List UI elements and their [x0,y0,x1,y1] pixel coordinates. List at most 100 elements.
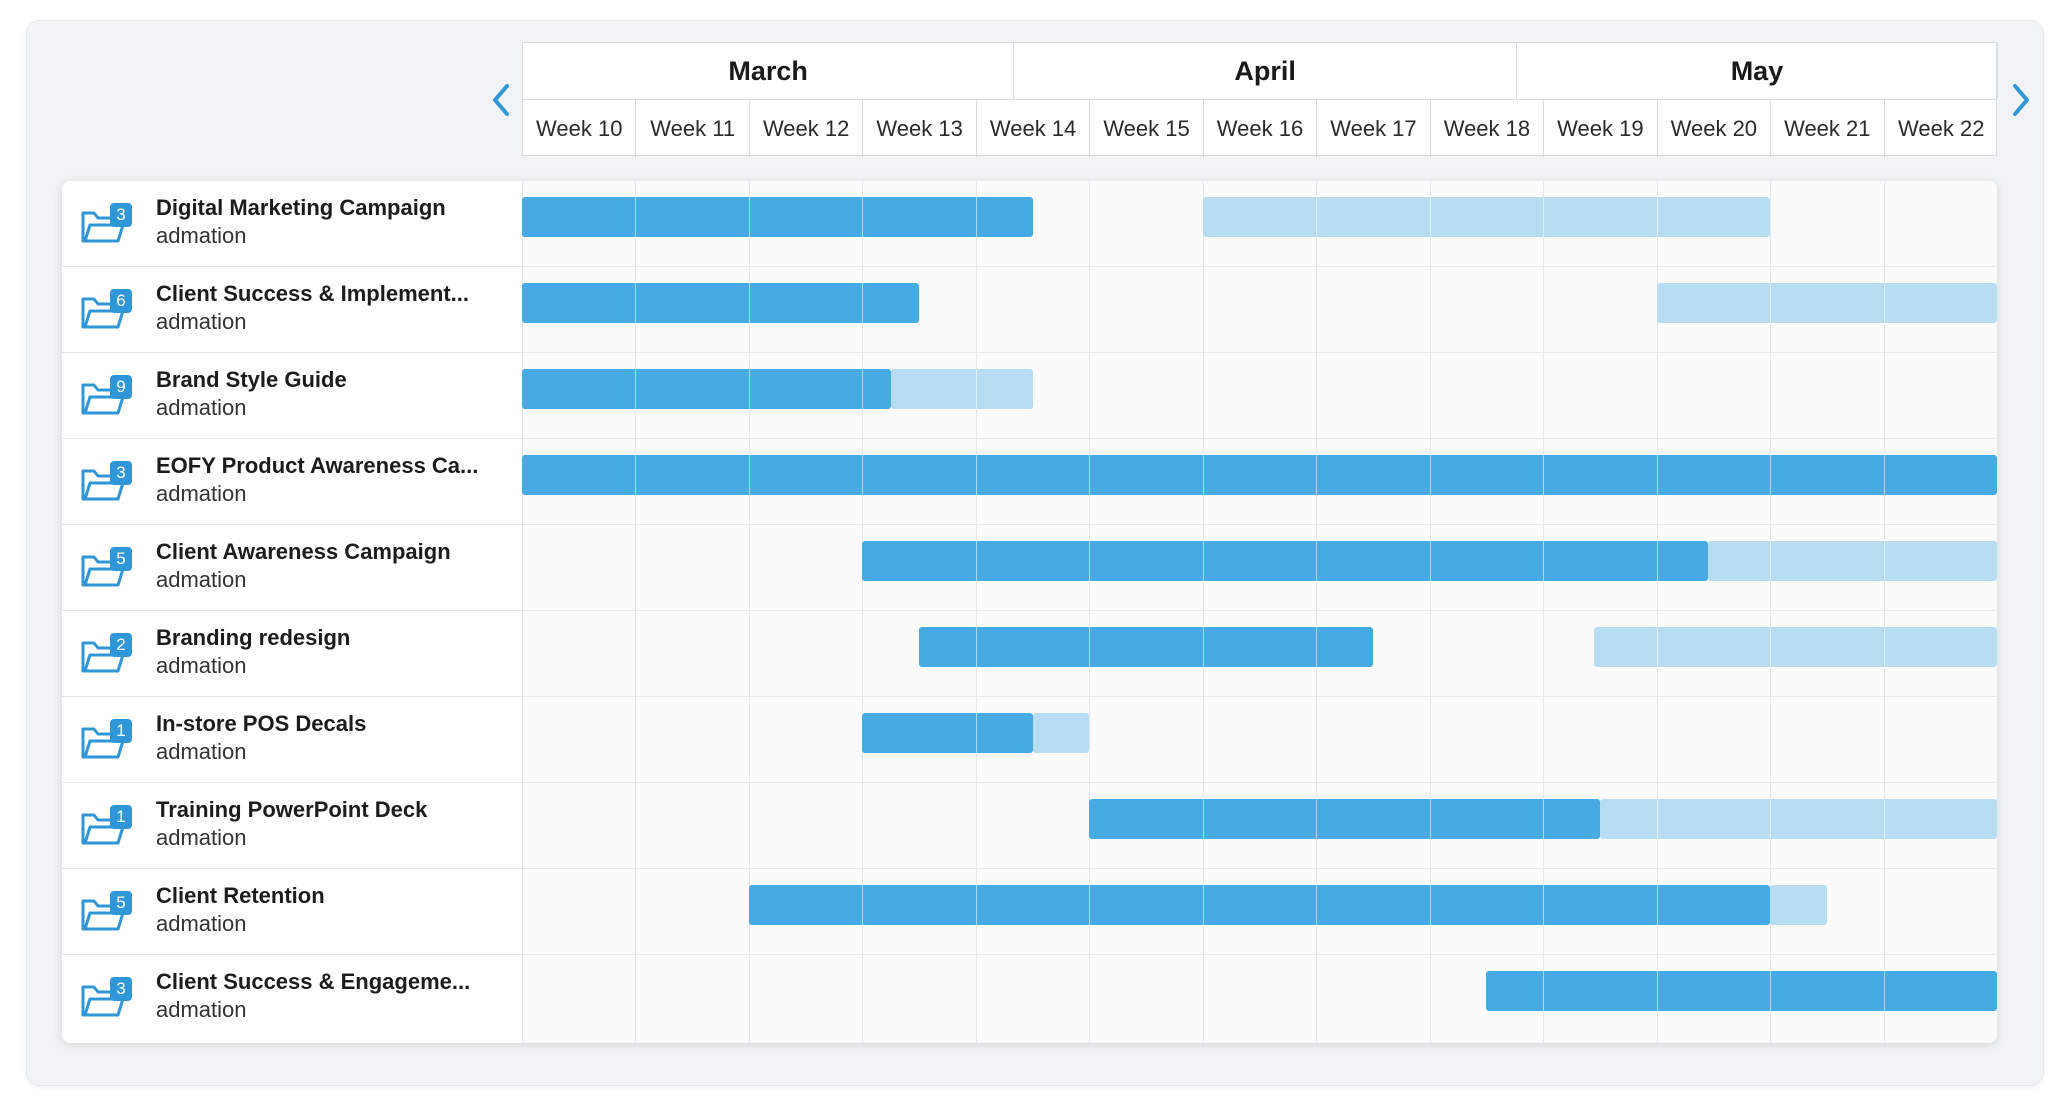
project-row: 3 Client Success & Engageme... admation [62,955,1997,1041]
bar-week-divider [1316,541,1318,581]
project-name: Client Retention [156,883,325,908]
actual-bar[interactable] [522,197,1033,237]
bar-week-divider [1883,455,1885,495]
project-label[interactable]: 2 Branding redesign admation [62,611,522,697]
folder-count-badge: 1 [110,719,132,743]
bar-week-divider [1202,799,1204,839]
project-rows: 3 Digital Marketing Campaign admation 6 Clie… [62,181,1997,1043]
planned-bar[interactable] [1594,627,1997,667]
week-header-14: Week 14 [977,100,1091,157]
bar-week-divider [975,197,977,237]
project-owner: admation [156,911,247,936]
project-label[interactable]: 3 Digital Marketing Campaign admation [62,181,522,267]
actual-bar[interactable] [522,455,1997,495]
bar-week-divider [1656,799,1658,839]
bar-week-divider [1770,971,1772,1011]
bar-week-divider [975,541,977,581]
folder-icon: 5 [80,891,132,933]
grid-line [1656,181,1658,1043]
bar-week-divider [1089,885,1091,925]
folder-count-badge: 5 [110,547,132,571]
week-header-17: Week 17 [1317,100,1431,157]
project-label[interactable]: 1 Training PowerPoint Deck admation [62,783,522,869]
bar-week-divider [975,885,977,925]
project-label[interactable]: 5 Client Retention admation [62,869,522,955]
project-name: Client Success & Implement... [156,281,469,306]
actual-bar[interactable] [1089,799,1600,839]
bar-week-divider [1770,455,1772,495]
project-row: 3 Digital Marketing Campaign admation [62,181,1997,267]
bar-week-divider [1202,455,1204,495]
week-header-12: Week 12 [750,100,864,157]
planned-bar[interactable] [890,369,1033,409]
bar-week-divider [975,369,977,409]
actual-bar[interactable] [522,283,920,323]
project-owner: admation [156,567,247,592]
planned-bar[interactable] [1707,541,1997,581]
bar-week-divider [635,369,637,409]
bar-week-divider [1316,885,1318,925]
gantt-panel: 3 Digital Marketing Campaign admation 6 Clie… [62,181,1997,1043]
grid-line [1543,181,1545,1043]
planned-bar[interactable] [1770,885,1827,925]
bar-week-divider [1316,627,1318,667]
actual-bar[interactable] [748,885,1771,925]
project-label[interactable]: 3 Client Success & Engageme... admation [62,955,522,1041]
week-header-13: Week 13 [863,100,977,157]
actual-bar[interactable] [522,369,891,409]
grid-line [522,181,523,1043]
project-label[interactable]: 5 Client Awareness Campaign admation [62,525,522,611]
bar-week-divider [1883,541,1885,581]
project-name: Client Success & Engageme... [156,969,471,994]
project-label[interactable]: 9 Brand Style Guide admation [62,353,522,439]
project-label[interactable]: 6 Client Success & Implement... admation [62,267,522,353]
actual-bar[interactable] [862,541,1708,581]
month-april: April [1014,43,1517,99]
folder-count-badge: 3 [110,977,132,1001]
week-header-19: Week 19 [1544,100,1658,157]
week-header-20: Week 20 [1658,100,1772,157]
project-name: Client Awareness Campaign [156,539,451,564]
bar-week-divider [1543,799,1545,839]
planned-bar[interactable] [1032,713,1090,753]
project-row: 1 In-store POS Decals admation [62,697,1997,783]
bar-week-divider [1429,455,1431,495]
folder-count-badge: 5 [110,891,132,915]
week-header-10: Week 10 [523,100,637,157]
week-header-18: Week 18 [1431,100,1545,157]
grid-line [1429,181,1431,1043]
bar-week-divider [1089,455,1091,495]
bar-week-divider [975,455,977,495]
bar-week-divider [1656,197,1658,237]
folder-icon: 9 [80,375,132,417]
planned-bar[interactable] [1202,197,1771,237]
grid-line [748,181,750,1043]
actual-bar[interactable] [1486,971,1997,1011]
project-row: 6 Client Success & Implement... admation [62,267,1997,353]
planned-bar[interactable] [1656,283,1997,323]
bar-week-divider [748,283,750,323]
actual-bar[interactable] [919,627,1373,667]
project-name: Branding redesign [156,625,351,650]
bar-week-divider [1656,455,1658,495]
next-period-button[interactable] [2006,78,2036,122]
chevron-right-icon [2013,84,2029,116]
week-header-22: Week 22 [1898,115,1985,141]
bar-week-divider [748,455,750,495]
project-row: 2 Branding redesign admation [62,611,1997,697]
bar-week-divider [1656,971,1658,1011]
project-owner: admation [156,825,247,850]
project-owner: admation [156,395,247,420]
actual-bar[interactable] [862,713,1033,753]
grid-line [862,181,864,1043]
bar-week-divider [862,369,864,409]
bar-layer [522,181,1997,1043]
project-label[interactable]: 1 In-store POS Decals admation [62,697,522,783]
bar-week-divider [1883,799,1885,839]
project-owner: admation [156,997,247,1022]
prev-period-button[interactable] [486,78,516,122]
project-label[interactable]: 3 EOFY Product Awareness Ca... admation [62,439,522,525]
folder-count-badge: 2 [110,633,132,657]
bar-week-divider [1543,197,1545,237]
planned-bar[interactable] [1599,799,1997,839]
